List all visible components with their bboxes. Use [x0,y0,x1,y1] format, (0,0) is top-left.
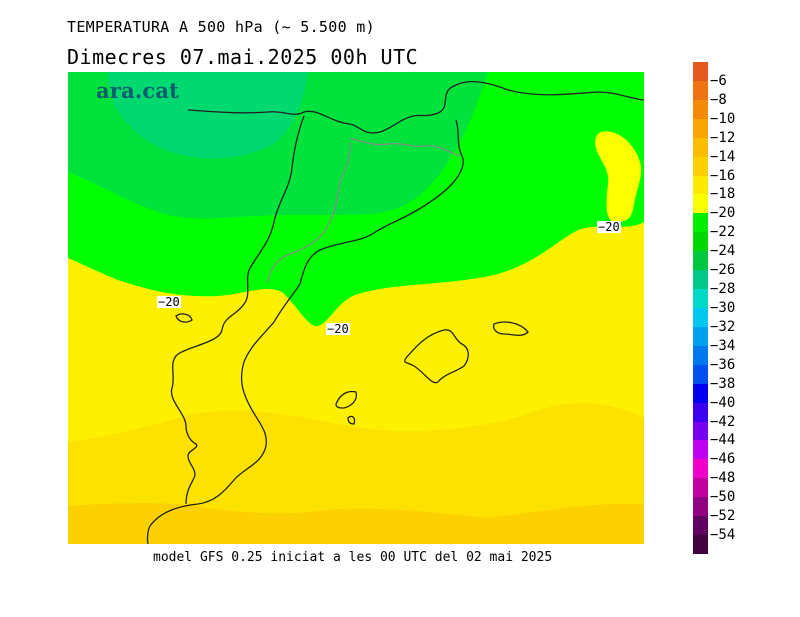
legend-label: −10 [710,110,736,127]
legend-label: −30 [710,300,736,316]
islands [175,313,529,425]
island-mallorca [404,329,469,384]
legend-swatch [693,497,708,517]
legend-swatch [693,478,708,498]
region-green-teal [108,72,308,159]
legend-swatch [693,516,708,536]
legend-swatch [693,364,708,385]
legend-label: −50 [710,489,736,506]
tongue-yellow [595,131,642,222]
legend-swatch [693,99,708,120]
legend-swatch [693,440,708,460]
contour-label-west: −20 [157,295,181,309]
model-footer: model GFS 0.25 iniciat a les 00 UTC del … [153,550,553,565]
legend-label: −18 [710,186,736,203]
legend-label: −22 [710,224,736,241]
legend-label: −44 [710,432,736,449]
legend-swatch [693,156,708,177]
coastline [146,80,644,544]
legend-label: −20 [710,205,736,222]
temperature-map [68,72,644,544]
legend-swatch [693,175,708,195]
island-columbretes [175,313,193,323]
legend-label: −40 [710,394,736,411]
legend-swatch [693,232,708,252]
legend-swatch [693,326,708,347]
legend-label: −48 [710,470,736,487]
legend-label: −8 [710,91,727,108]
legend-label: −26 [710,262,736,279]
legend-swatch [693,383,708,404]
legend-swatch [693,459,708,479]
legend-swatch [693,402,708,423]
legend-label: −32 [710,318,736,335]
legend-swatch [693,118,708,139]
island-ibiza [335,390,358,409]
legend-swatch [693,289,708,309]
legend-swatch [693,421,708,441]
legend-label: −12 [710,129,736,146]
legend-swatch [693,213,708,233]
legend-label: −16 [710,167,736,184]
legend-label: −42 [710,413,736,430]
legend-swatch [693,62,708,82]
legend-label: −34 [710,337,736,354]
legend-label: −14 [710,148,736,165]
legend-swatch [693,308,708,328]
legend-label: −38 [710,375,736,392]
legend-swatch [693,194,708,214]
legend-label: −36 [710,356,736,373]
legend-label: −54 [710,527,736,544]
legend-label: −52 [710,508,736,525]
legend-label: −6 [710,72,727,89]
island-menorca [492,321,529,336]
legend-label: −46 [710,451,736,468]
legend-swatch [693,137,708,158]
contour-label-east: −20 [597,220,621,234]
map-date: Dimecres 07.mai.2025 00h UTC [67,45,419,69]
legend-label: −28 [710,281,736,298]
legend-swatch [693,535,708,555]
legend-swatch [693,270,708,290]
logo-aracat: ara.cat [96,78,180,103]
island-formentera [347,415,356,425]
color-legend [693,62,708,555]
legend-swatch [693,251,708,271]
contour-label-south: −20 [326,322,350,336]
legend-swatch [693,80,708,101]
map-title: TEMPERATURA A 500 hPa (~ 5.500 m) [67,18,375,36]
border-lines [267,137,461,283]
legend-label: −24 [710,243,736,260]
legend-swatch [693,345,708,366]
color-legend-labels: −6 −8 −10 −12 −14 −16 −18 −20 −22 −24 −26 −28 −30 −32… [710,62,770,562]
